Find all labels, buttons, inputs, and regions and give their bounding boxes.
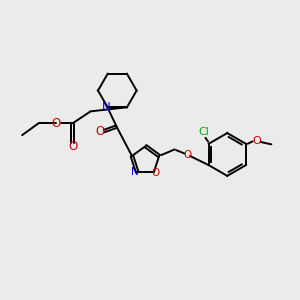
- Text: Cl: Cl: [199, 128, 210, 137]
- Text: O: O: [68, 140, 77, 153]
- Text: O: O: [253, 136, 262, 146]
- Text: O: O: [96, 124, 105, 138]
- Text: N: N: [131, 167, 139, 177]
- Text: O: O: [151, 168, 160, 178]
- Text: O: O: [52, 117, 61, 130]
- Text: O: O: [183, 150, 191, 160]
- Text: N: N: [102, 101, 110, 114]
